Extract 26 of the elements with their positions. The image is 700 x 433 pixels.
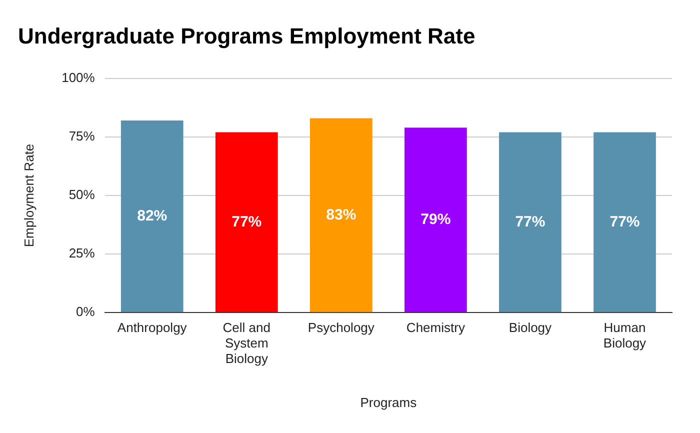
x-tick-label: Anthropolgy [117, 320, 188, 335]
bar [499, 132, 562, 312]
y-tick-label: 25% [68, 246, 96, 261]
bar [594, 132, 656, 312]
x-tick-label: Cell and System Biology [222, 320, 270, 366]
y-tick-label: 100% [62, 70, 96, 85]
bar [310, 118, 372, 312]
y-tick-label: 0% [76, 304, 96, 320]
x-axis-title: Programs [360, 394, 418, 410]
data-label: 83% [326, 206, 356, 224]
x-tick-label: Biology [508, 320, 552, 335]
data-label: 77% [515, 213, 546, 230]
data-label: 77% [610, 213, 640, 230]
y-tick-label: 50% [68, 187, 96, 202]
y-axis-title: Employment Rate [21, 144, 36, 248]
chart-title: Undergraduate Programs Employment Rate [18, 23, 476, 48]
data-label: 82% [137, 207, 168, 224]
bar [120, 120, 184, 312]
data-label: 77% [232, 213, 262, 230]
data-label: 79% [420, 210, 451, 228]
x-tick-label: Psychology [308, 320, 375, 335]
x-tick-label: Human Biology [603, 320, 647, 351]
bar [215, 132, 278, 312]
y-tick-label: 75% [68, 128, 96, 144]
x-tick-label: Chemistry [406, 320, 466, 335]
bar [404, 128, 467, 312]
